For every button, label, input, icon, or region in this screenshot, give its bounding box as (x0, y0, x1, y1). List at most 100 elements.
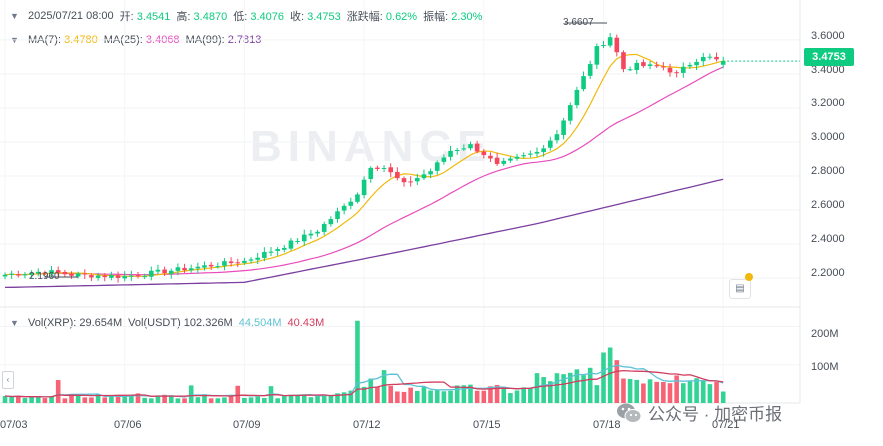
candle-body (175, 267, 181, 271)
candle-body (521, 155, 526, 157)
candle-body (647, 64, 653, 67)
candle-body (288, 240, 294, 249)
candle-body (2, 274, 8, 277)
volume-bar (434, 390, 440, 403)
candle-body (621, 52, 626, 70)
chevron-down-icon[interactable]: ▼ (10, 11, 19, 21)
candle-body (614, 37, 620, 53)
volume-tick: 200M (811, 328, 839, 340)
candle-body (308, 233, 314, 236)
candle-body (202, 265, 207, 268)
candle-body (9, 273, 14, 275)
volume-ma1-line (4, 364, 724, 398)
volume-bar (700, 380, 706, 403)
chevron-down-icon[interactable]: ▼ (10, 318, 19, 328)
candle-body (461, 148, 467, 150)
candle-body (155, 269, 161, 272)
candle-body (135, 275, 141, 277)
volume-bar (248, 397, 254, 403)
candle-body (348, 201, 354, 206)
volume-bar (288, 395, 294, 403)
candle-body (561, 120, 566, 135)
notification-dot (745, 273, 753, 281)
volume-bar (188, 385, 194, 403)
candle-body (574, 89, 580, 106)
candle-body (388, 167, 393, 173)
candle-body (315, 231, 320, 234)
change-value: 0.62% (385, 11, 418, 23)
price-tick: 3.4000 (811, 64, 845, 76)
indicator-icon[interactable]: ▤ (729, 279, 751, 299)
volume-bar (122, 396, 127, 403)
price-tick: 3.2000 (811, 97, 845, 109)
candle-body (22, 274, 28, 276)
volume-bar (335, 393, 340, 403)
candle-body (62, 271, 68, 275)
wechat-account-name: 公众号 · 加密币报 (648, 405, 783, 424)
volume-bar (667, 383, 673, 403)
high-value: 3.4870 (193, 11, 228, 23)
volume-bar (541, 377, 546, 403)
volume-bar (102, 397, 108, 403)
volume-bar (368, 378, 374, 403)
candle-body (488, 155, 493, 159)
ohlc-info-row: ▼ 2025/07/21 08:00 开: 3.4541 高: 3.4870 低… (10, 8, 482, 24)
amplitude-label: 振幅: (423, 11, 449, 23)
volume-bar (361, 386, 367, 403)
volume-bar (448, 390, 453, 403)
candle-body (687, 64, 693, 67)
open-value: 3.4541 (136, 11, 171, 23)
volume-bar (654, 381, 659, 403)
volume-bar (308, 397, 314, 403)
volume-tick: 100M (811, 361, 839, 373)
candle-body (627, 69, 633, 71)
volume-bar (341, 392, 347, 403)
candle-body (275, 249, 280, 251)
volume-bar (714, 381, 719, 403)
candle-body (408, 181, 413, 183)
volume-bar (674, 375, 679, 403)
volume-bar (561, 374, 566, 403)
price-tick: 2.8000 (811, 165, 845, 177)
candle-body (634, 62, 640, 71)
candle-body (401, 178, 407, 183)
volume-bar (195, 397, 201, 403)
volume-bar (142, 397, 147, 403)
candle-body (328, 219, 334, 225)
low-value: 3.4076 (250, 11, 284, 23)
volume-bar (22, 398, 28, 403)
volume-bar (301, 394, 307, 403)
volume-bar (115, 395, 121, 403)
candle-body (494, 157, 500, 164)
volume-bar (627, 378, 633, 403)
high-label: 高: (176, 11, 191, 23)
candle-body (122, 276, 127, 279)
candle-body (335, 211, 340, 219)
chevron-left-icon[interactable]: ‹ (2, 371, 14, 389)
volume-bar (587, 367, 593, 403)
volume-bar (35, 396, 41, 403)
volume-bar (474, 390, 480, 403)
volume-bar (321, 395, 327, 403)
candle-body (109, 275, 114, 278)
candle-body (474, 143, 480, 152)
volume-bar (62, 398, 68, 403)
date-tick: 07/09 (233, 419, 261, 431)
candle-body (581, 76, 586, 90)
volume-bar (421, 386, 427, 403)
candle-body (301, 234, 307, 242)
volume-bar (641, 383, 646, 403)
low-label: 低: (233, 11, 248, 23)
candle-body (428, 171, 433, 175)
volume-bar (89, 397, 94, 403)
candle-body (587, 64, 593, 76)
volume-bar (521, 387, 526, 403)
candle-body (228, 261, 234, 264)
volume-bar (182, 398, 187, 403)
candle-body (49, 270, 54, 275)
high-marker: 3.6607 (563, 17, 594, 28)
volume-bar (614, 360, 620, 403)
volume-bar (375, 386, 380, 403)
candle-body (255, 257, 260, 260)
